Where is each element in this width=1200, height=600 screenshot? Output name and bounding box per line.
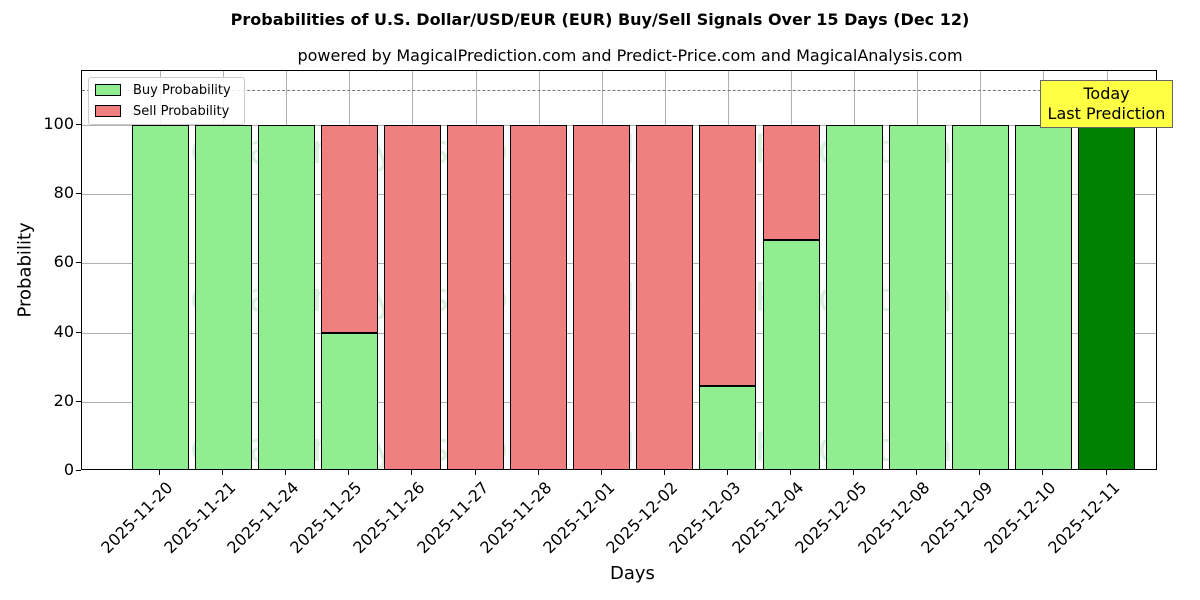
bar-sell xyxy=(762,125,820,241)
x-tick-mark xyxy=(979,470,981,475)
bar-sell xyxy=(699,125,757,387)
bar-buy xyxy=(194,125,252,469)
x-tick-mark xyxy=(600,470,602,475)
legend-item-sell: Sell Probability xyxy=(95,102,229,120)
chart-subtitle: powered by MagicalPrediction.com and Pre… xyxy=(297,46,963,65)
x-tick-mark xyxy=(285,470,287,475)
x-tick-mark xyxy=(663,470,665,475)
y-tick-mark xyxy=(76,124,81,125)
bar-sell xyxy=(447,125,504,469)
y-tick-mark xyxy=(76,262,81,264)
legend-buy-label: Buy Probability xyxy=(133,82,231,98)
annotation-line-1: Today xyxy=(1083,84,1130,103)
buy-swatch xyxy=(95,84,121,96)
y-tick-label: 60 xyxy=(53,252,74,272)
bar-sell xyxy=(383,125,441,469)
x-axis-title: Days xyxy=(610,563,655,584)
x-tick-mark xyxy=(537,470,539,475)
bar-sell xyxy=(510,125,568,469)
x-tick-mark xyxy=(222,470,224,475)
bar-buy xyxy=(257,125,315,469)
x-tick-mark xyxy=(726,470,728,475)
y-tick-mark xyxy=(76,331,81,333)
bar-buy xyxy=(888,125,946,469)
sell-swatch xyxy=(95,105,121,117)
bar-buy xyxy=(825,125,883,469)
legend: Buy Probability Sell Probability xyxy=(88,77,245,125)
bar-sell xyxy=(636,125,694,469)
reference-line xyxy=(82,90,1156,92)
bar-buy xyxy=(762,240,820,469)
bar-buy xyxy=(951,125,1009,469)
x-tick-mark xyxy=(411,470,413,475)
x-tick-mark xyxy=(790,470,791,475)
x-tick-mark xyxy=(1042,470,1044,475)
legend-sell-label: Sell Probability xyxy=(133,103,230,119)
y-tick-label: 0 xyxy=(63,460,74,479)
chart-title: Probabilities of U.S. Dollar/USD/EUR (EU… xyxy=(230,10,970,29)
bar-buy xyxy=(1014,125,1072,469)
x-tick-mark xyxy=(474,470,476,475)
y-tick-label: 100 xyxy=(43,114,74,133)
bar-buy xyxy=(699,386,757,469)
bar-sell xyxy=(573,125,631,469)
bar-sell xyxy=(320,125,378,333)
y-tick-label: 80 xyxy=(53,183,74,203)
bar-buy xyxy=(320,332,378,469)
today-annotation: Today Last Prediction xyxy=(1040,80,1173,128)
y-tick-mark xyxy=(76,400,81,402)
plot-area: MagicalAnalysis.comMagicalPrediction.com… xyxy=(81,70,1157,470)
legend-item-buy: Buy Probability xyxy=(95,81,231,99)
y-tick-label: 40 xyxy=(53,321,74,341)
annotation-line-2: Last Prediction xyxy=(1047,104,1166,123)
x-tick-mark xyxy=(159,470,160,475)
bar-buy xyxy=(1078,125,1135,469)
x-tick-mark xyxy=(1105,470,1107,475)
y-tick-mark xyxy=(76,193,81,195)
x-tick-mark xyxy=(348,470,350,475)
y-tick-mark xyxy=(76,470,81,471)
bar-buy xyxy=(131,125,189,469)
y-tick-label: 20 xyxy=(53,390,74,410)
x-tick-mark xyxy=(853,470,855,475)
x-tick-mark xyxy=(916,470,918,475)
y-axis-title: Probability xyxy=(14,222,36,318)
